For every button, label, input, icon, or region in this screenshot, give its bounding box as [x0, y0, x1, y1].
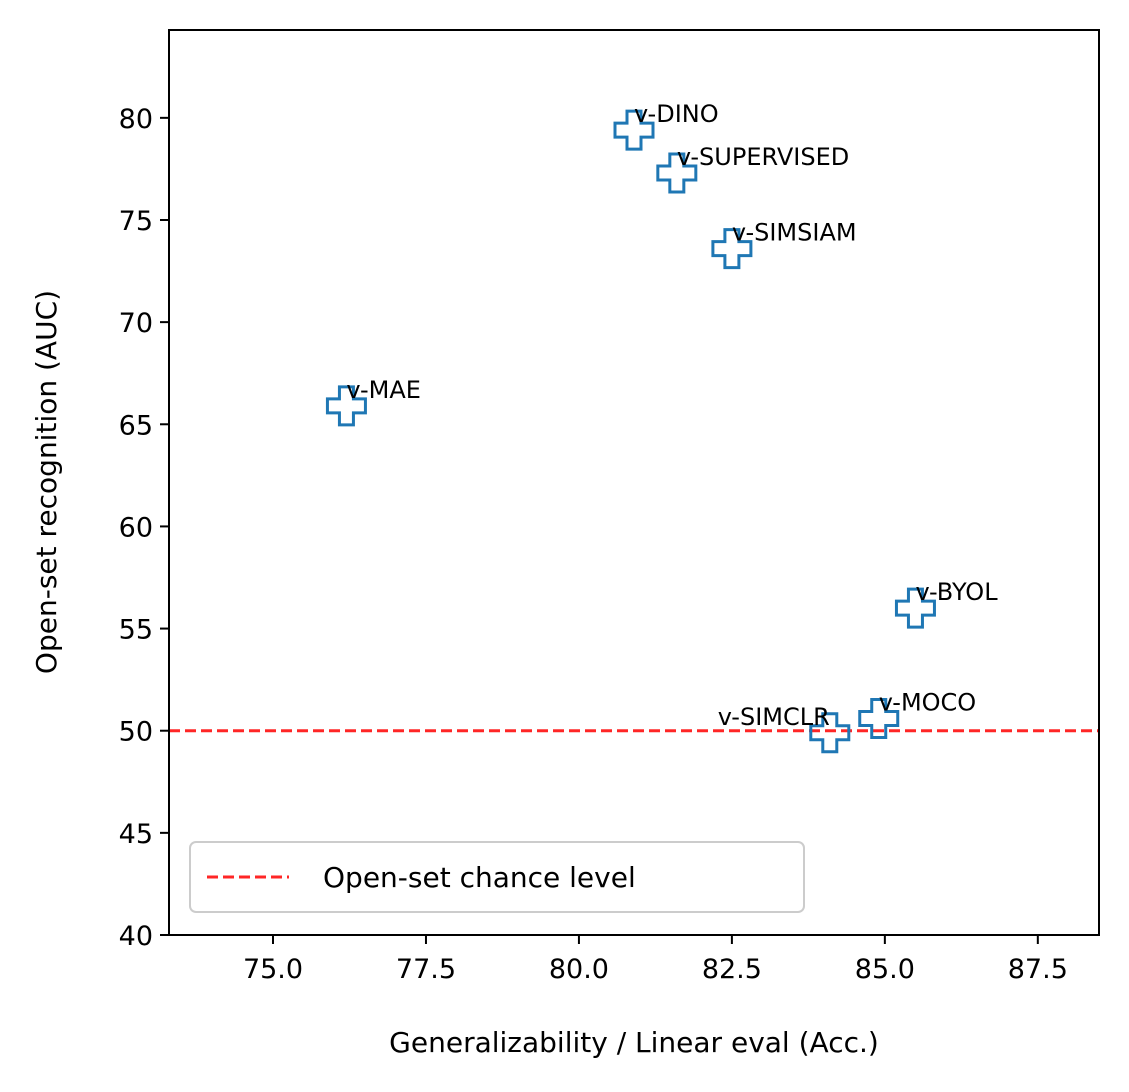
x-tick-label: 80.0: [549, 954, 609, 985]
y-axis-label: Open-set recognition (AUC): [30, 290, 63, 674]
data-point-marker: [858, 697, 900, 739]
y-tick-label: 55: [119, 615, 153, 646]
x-tick-label: 77.5: [396, 954, 456, 985]
y-tick-label: 75: [119, 206, 153, 237]
x-tick-label: 75.0: [243, 954, 303, 985]
legend-entry-label: Open-set chance level: [323, 861, 636, 894]
x-tick-label: 87.5: [1008, 954, 1068, 985]
y-tick-label: 70: [119, 308, 153, 339]
y-tick-label: 65: [119, 410, 153, 441]
data-point-marker: [656, 152, 698, 194]
x-tick-label: 82.5: [702, 954, 762, 985]
data-point-marker: [711, 228, 753, 270]
plot-frame: [168, 29, 1100, 936]
y-tick-label: 45: [119, 819, 153, 850]
data-point-label: v-MAE: [346, 376, 421, 404]
data-point-marker: [809, 712, 851, 754]
x-axis-label: Generalizability / Linear eval (Acc.): [389, 1026, 879, 1059]
data-point-label: v-SIMCLR: [718, 703, 830, 731]
x-tick-label: 85.0: [855, 954, 915, 985]
legend-box: [189, 841, 805, 913]
data-point-marker: [894, 587, 936, 629]
y-tick-label: 60: [119, 512, 153, 543]
points-layer: v-DINO v-SUPERVISED v-SIMSIAM v-MAE v-BYOL v-…: [325, 100, 998, 754]
y-tick-label: 80: [119, 104, 153, 135]
data-point-marker: [613, 109, 655, 151]
y-tick-label: 50: [119, 717, 153, 748]
data-point-label: v-SUPERVISED: [677, 143, 849, 171]
data-point-label: v-SIMSIAM: [732, 219, 857, 247]
data-point-label: v-DINO: [634, 100, 719, 128]
axes-layer: 75.0 77.5 80.0 82.5 85.0 87.5 40 45 50 55 60 65 70 75…: [119, 104, 1068, 985]
data-point-label: v-BYOL: [915, 578, 998, 606]
data-point-marker: [325, 385, 367, 427]
legend: Open-set chance level: [189, 841, 805, 913]
data-point-label: v-MOCO: [879, 688, 976, 716]
y-tick-label: 40: [119, 921, 153, 952]
